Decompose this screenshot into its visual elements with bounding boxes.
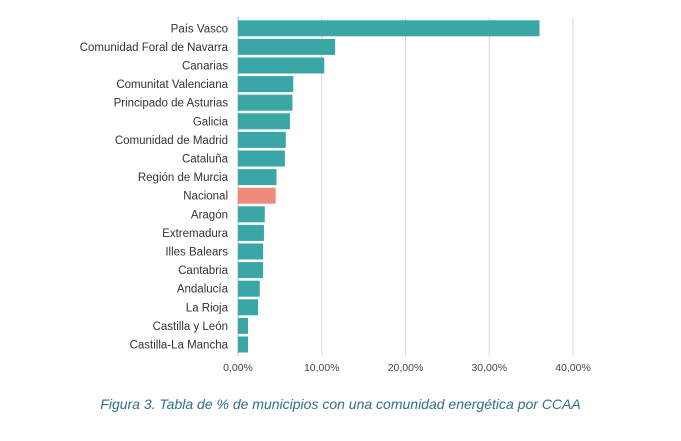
category-label: Cantabria — [178, 265, 228, 277]
category-label: Galicia — [193, 116, 229, 128]
category-label: Cataluña — [182, 154, 229, 166]
category-label: Comunitat Valenciana — [116, 79, 228, 91]
category-label: Canarias — [182, 61, 228, 73]
category-label: País Vasco — [171, 23, 228, 35]
x-tick-label: 30,00% — [471, 362, 507, 374]
bar — [238, 336, 249, 353]
category-label: Comunidad Foral de Navarra — [80, 42, 229, 54]
bar — [238, 38, 336, 55]
category-label: Comunidad de Madrid — [115, 135, 228, 147]
bar — [238, 317, 249, 334]
x-tick-label: 20,00% — [388, 362, 424, 374]
bar — [238, 169, 277, 186]
bar — [238, 76, 294, 93]
figure-caption: Figura 3. Tabla de % de municipios con u… — [100, 396, 581, 412]
bar — [238, 280, 260, 297]
bars — [238, 20, 540, 353]
category-label: Región de Murcia — [138, 172, 229, 184]
category-label: Nacional — [183, 191, 228, 203]
bar — [238, 206, 265, 223]
category-label: La Rioja — [186, 302, 229, 314]
bar — [238, 262, 264, 279]
bar — [238, 187, 276, 204]
category-label: Illes Balears — [165, 247, 228, 259]
bar — [238, 150, 285, 167]
bar — [238, 131, 286, 148]
category-label: Castilla-La Mancha — [130, 340, 229, 352]
category-label: Aragón — [191, 209, 228, 221]
bar — [238, 224, 264, 241]
x-tick-label: 10,00% — [304, 362, 340, 374]
category-label: Principado de Asturias — [114, 98, 229, 110]
x-tick-label: 40,00% — [555, 362, 591, 374]
category-label: Andalucía — [177, 284, 229, 296]
bar — [238, 113, 290, 130]
bar — [238, 94, 293, 111]
x-tick-label: 0,00% — [223, 362, 253, 374]
x-tick-labels: 0,00% 10,00% 20,00% 30,00% 40,00% — [223, 362, 591, 374]
category-labels: País Vasco Comunidad Foral de Navarra Cana… — [80, 23, 229, 351]
bar — [238, 243, 264, 260]
bar — [238, 299, 259, 316]
bar-chart: País Vasco Comunidad Foral de Navarra Cana… — [80, 17, 591, 374]
bar — [238, 57, 325, 74]
category-label: Castilla y León — [153, 321, 228, 333]
category-label: Extremadura — [162, 228, 228, 240]
bar — [238, 20, 540, 37]
